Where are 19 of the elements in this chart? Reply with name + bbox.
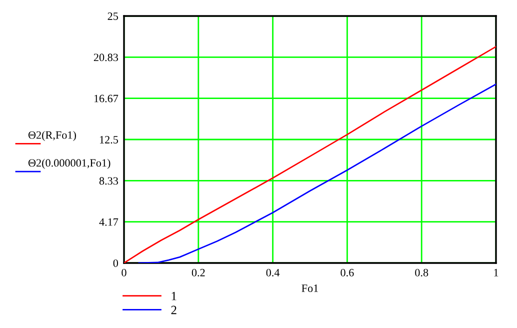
text: Θ2(R,Fo1)	[28, 130, 76, 142]
x-tick-label: 0.2	[192, 268, 205, 276]
x-tick-label: 0.6	[340, 268, 354, 276]
y-tick-label: 12.5	[100, 136, 118, 144]
y-tick-label: 25	[108, 12, 118, 20]
x-tick-label: 1	[494, 268, 498, 276]
x-tick-label: 0	[122, 268, 126, 276]
x-axis-title: Fo1	[302, 284, 318, 292]
y-tick-label: 8.33	[99, 177, 118, 185]
legend-label: 2	[171, 306, 176, 314]
y-tick-label: 16.67	[94, 94, 118, 102]
y-tick-label: 20.83	[94, 54, 118, 62]
line-series	[138, 83, 496, 263]
x-tick-label: 0.8	[415, 268, 428, 276]
legend-label: 1	[172, 292, 176, 300]
y-tick-label: 4.17	[99, 218, 118, 226]
text: Θ2(0.000001,Fo1)	[28, 158, 110, 169]
y-tick-label: 0	[113, 259, 118, 267]
x-tick-label: 0.4	[266, 268, 280, 276]
